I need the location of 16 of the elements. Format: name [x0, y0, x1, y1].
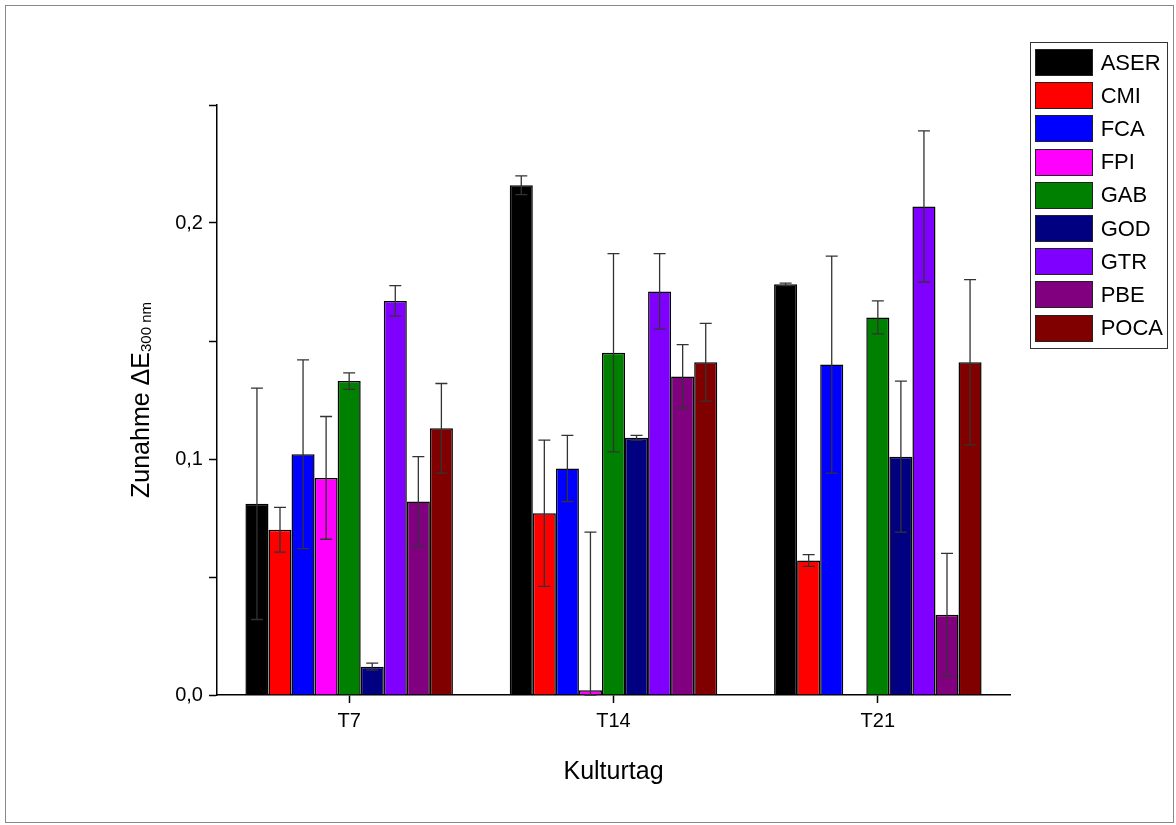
y-tick-label: 0,0: [175, 682, 203, 705]
x-tick-label: T21: [860, 708, 896, 731]
y-tick-label: 0,1: [175, 446, 203, 469]
x-tick-label: T14: [596, 708, 631, 731]
legend-label: GAB: [1100, 182, 1148, 209]
x-axis-title: Kulturtag: [563, 755, 664, 784]
legend-label: ASER: [1100, 49, 1161, 76]
legend-label: FPI: [1100, 149, 1135, 176]
legend-label: GOD: [1100, 215, 1151, 242]
legend-label: CMI: [1100, 82, 1141, 109]
legend-label: PBE: [1100, 281, 1145, 308]
legend-label: FCA: [1100, 115, 1145, 142]
legend-label: POCA: [1100, 315, 1163, 342]
x-tick-label: T7: [337, 708, 361, 731]
legend-label: GTR: [1100, 248, 1148, 275]
y-tick-label: 0,2: [175, 210, 203, 233]
